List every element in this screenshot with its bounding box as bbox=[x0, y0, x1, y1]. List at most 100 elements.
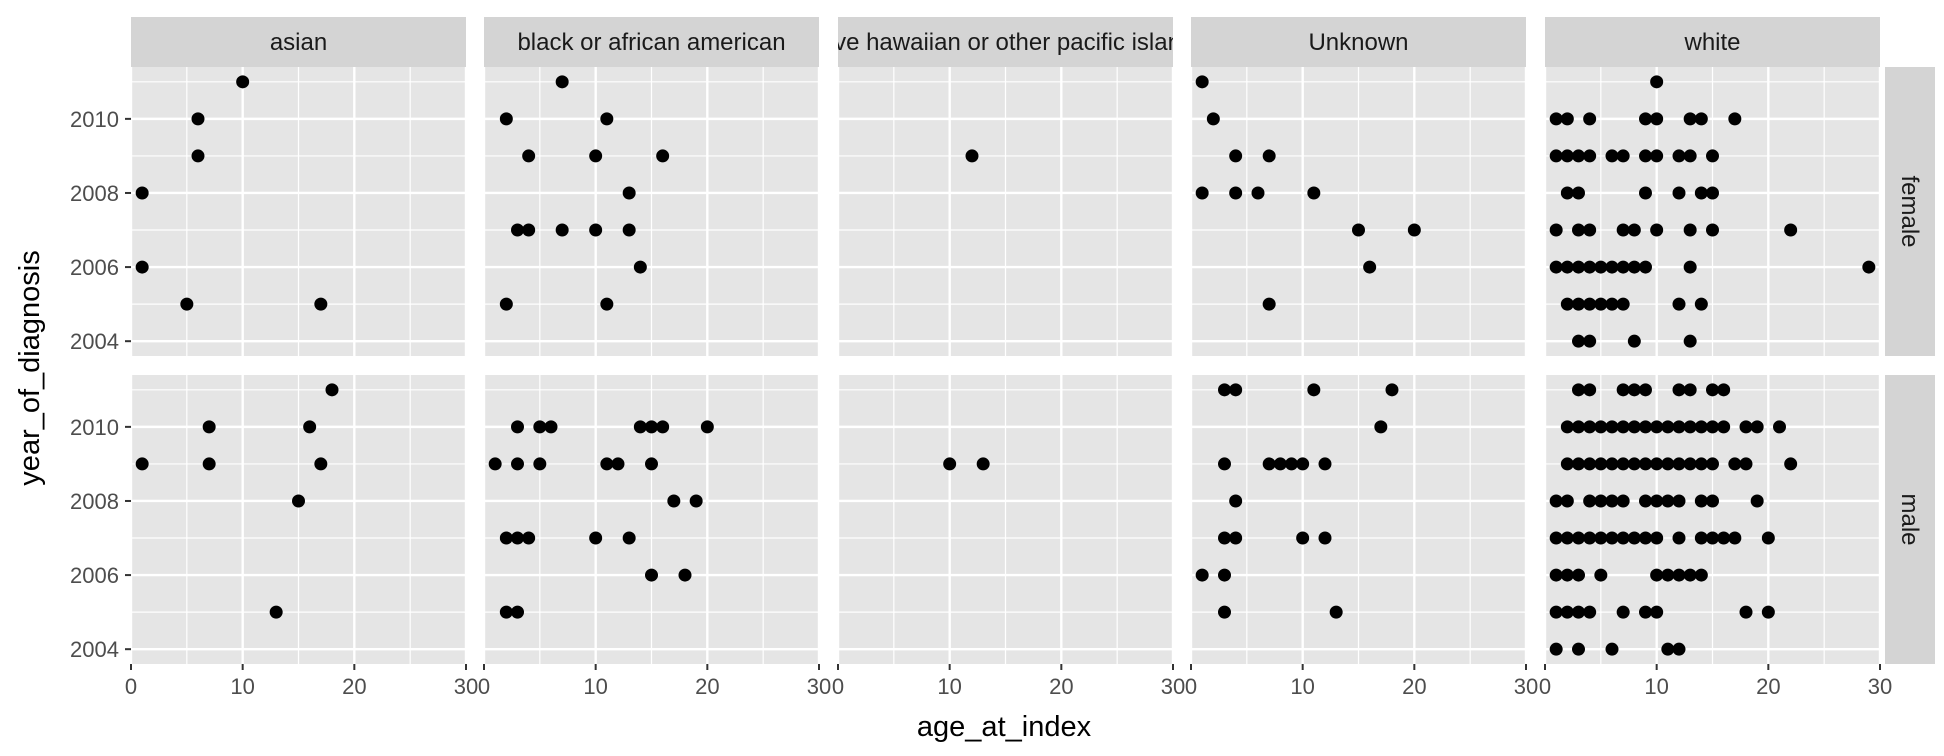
x-tick-label: 30 bbox=[1868, 674, 1892, 699]
data-point bbox=[1572, 223, 1585, 237]
data-point bbox=[1661, 420, 1675, 434]
data-point bbox=[1560, 457, 1574, 471]
data-point bbox=[1560, 494, 1574, 508]
data-point bbox=[135, 186, 149, 200]
data-point bbox=[1583, 420, 1597, 434]
panel-0-0 bbox=[129, 67, 468, 356]
data-point bbox=[511, 223, 524, 237]
data-point bbox=[1683, 420, 1697, 434]
x-tick-label: 30 bbox=[1161, 674, 1185, 699]
data-point bbox=[1605, 531, 1619, 545]
data-point bbox=[1273, 457, 1287, 471]
data-point bbox=[1639, 605, 1652, 619]
data-point bbox=[1672, 568, 1686, 582]
data-point bbox=[555, 223, 569, 237]
data-point bbox=[1583, 383, 1597, 397]
data-point bbox=[1639, 494, 1652, 508]
data-point bbox=[1583, 297, 1597, 311]
data-point bbox=[1262, 297, 1276, 311]
data-point bbox=[1583, 457, 1597, 471]
data-point bbox=[1229, 531, 1243, 545]
data-point bbox=[1318, 531, 1332, 545]
data-point bbox=[511, 457, 524, 471]
data-point bbox=[191, 112, 205, 126]
data-point bbox=[292, 494, 305, 508]
row-strip-0: female bbox=[1885, 67, 1935, 356]
x-tick-label: 20 bbox=[1756, 674, 1780, 699]
data-point bbox=[1683, 568, 1697, 582]
x-tick-label: 0 bbox=[1185, 674, 1197, 699]
data-point bbox=[1374, 420, 1388, 434]
data-point bbox=[511, 605, 524, 619]
data-point bbox=[488, 457, 502, 471]
data-point bbox=[1572, 334, 1585, 348]
column-strip-0: asian bbox=[131, 17, 466, 67]
data-point bbox=[1672, 642, 1686, 656]
data-point bbox=[1218, 383, 1231, 397]
data-point bbox=[1717, 531, 1731, 545]
data-point bbox=[1605, 494, 1619, 508]
data-point bbox=[1761, 531, 1775, 545]
x-tick-label: 20 bbox=[1049, 674, 1073, 699]
data-point bbox=[1572, 297, 1585, 311]
data-point bbox=[1672, 420, 1686, 434]
y-axis-title: year_of_diagnosis bbox=[14, 250, 46, 485]
strip-background bbox=[484, 17, 819, 67]
data-point bbox=[1694, 568, 1708, 582]
column-strip-4: white bbox=[1545, 17, 1880, 67]
data-point bbox=[1728, 457, 1742, 471]
data-point bbox=[1694, 457, 1708, 471]
data-point bbox=[656, 149, 670, 163]
data-point bbox=[499, 531, 513, 545]
data-point bbox=[1683, 383, 1697, 397]
data-point bbox=[1218, 531, 1231, 545]
column-strip-label: black or african american bbox=[517, 29, 785, 56]
data-point bbox=[645, 568, 658, 582]
panels-layer bbox=[129, 67, 1882, 664]
data-point bbox=[325, 383, 339, 397]
data-point bbox=[1773, 420, 1786, 434]
y-tick-label: 2010 bbox=[70, 415, 119, 440]
data-point bbox=[1616, 223, 1630, 237]
data-point bbox=[1616, 383, 1630, 397]
panel-1-3 bbox=[1189, 375, 1528, 664]
y-tick-label: 2004 bbox=[70, 329, 119, 354]
data-point bbox=[1717, 383, 1731, 397]
data-point bbox=[1572, 568, 1585, 582]
strip-background bbox=[1545, 17, 1880, 67]
data-point bbox=[1251, 186, 1265, 200]
data-point bbox=[1728, 112, 1742, 126]
data-point bbox=[1560, 112, 1574, 126]
data-point bbox=[1672, 531, 1686, 545]
data-point bbox=[1583, 260, 1597, 274]
data-point bbox=[1862, 260, 1876, 274]
data-point bbox=[1307, 383, 1321, 397]
data-point bbox=[1706, 186, 1719, 200]
data-point bbox=[1672, 149, 1686, 163]
column-strip-3: Unknown bbox=[1191, 17, 1526, 67]
panel-0-3 bbox=[1189, 67, 1528, 356]
data-point bbox=[1650, 149, 1664, 163]
data-point bbox=[1616, 420, 1630, 434]
x-tick-label: 0 bbox=[1539, 674, 1551, 699]
data-point bbox=[522, 149, 536, 163]
x-axis-title: age_at_index bbox=[917, 711, 1092, 743]
data-point bbox=[544, 420, 558, 434]
data-point bbox=[180, 297, 194, 311]
data-point bbox=[1594, 420, 1608, 434]
row-strip-label: female bbox=[1896, 175, 1923, 247]
data-point bbox=[1549, 149, 1563, 163]
data-point bbox=[1229, 494, 1243, 508]
data-point bbox=[314, 457, 328, 471]
x-tick-label: 10 bbox=[230, 674, 254, 699]
strips-layer: asian black or african american native haw… bbox=[131, 17, 1935, 664]
data-point bbox=[1661, 457, 1675, 471]
data-point bbox=[1594, 568, 1608, 582]
x-tick-label: 30 bbox=[454, 674, 478, 699]
data-point bbox=[1616, 260, 1630, 274]
data-point bbox=[1639, 420, 1652, 434]
data-point bbox=[1594, 457, 1608, 471]
column-strip-1: black or african american bbox=[484, 17, 819, 67]
strip-background bbox=[1885, 67, 1935, 356]
x-tick-label: 0 bbox=[832, 674, 844, 699]
